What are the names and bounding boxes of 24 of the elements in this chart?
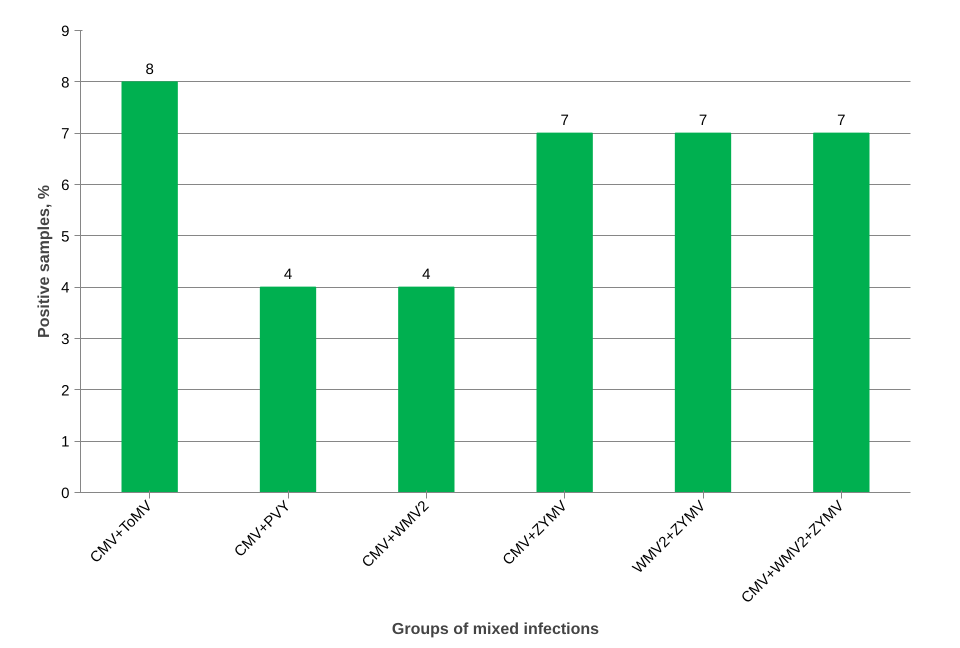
data-label: 7 [560, 112, 569, 130]
bar [398, 286, 454, 492]
data-label: 7 [837, 112, 846, 130]
y-tick-label: 4 [61, 280, 70, 297]
y-tick-label: 0 [61, 485, 70, 502]
bar [122, 81, 178, 492]
data-label: 7 [698, 112, 708, 130]
y-tick-label: 7 [61, 126, 70, 143]
y-tick-label: 9 [61, 23, 70, 40]
data-label: 4 [422, 266, 431, 284]
data-label: 8 [145, 60, 154, 78]
data-label: 4 [284, 266, 292, 284]
x-axis-title: Groups of mixed infections [392, 620, 600, 638]
y-tick-label: 8 [61, 74, 70, 92]
y-tick-label: 5 [61, 228, 70, 246]
bar [813, 132, 870, 492]
y-tick-label: 3 [61, 331, 70, 348]
bar [536, 132, 593, 492]
y-axis-title: Positive samples, % [36, 185, 54, 338]
y-tick-label: 6 [61, 177, 70, 194]
bar [674, 132, 732, 492]
y-tick-label: 2 [61, 382, 70, 400]
bar [260, 286, 316, 492]
y-tick-label: 1 [61, 434, 70, 451]
